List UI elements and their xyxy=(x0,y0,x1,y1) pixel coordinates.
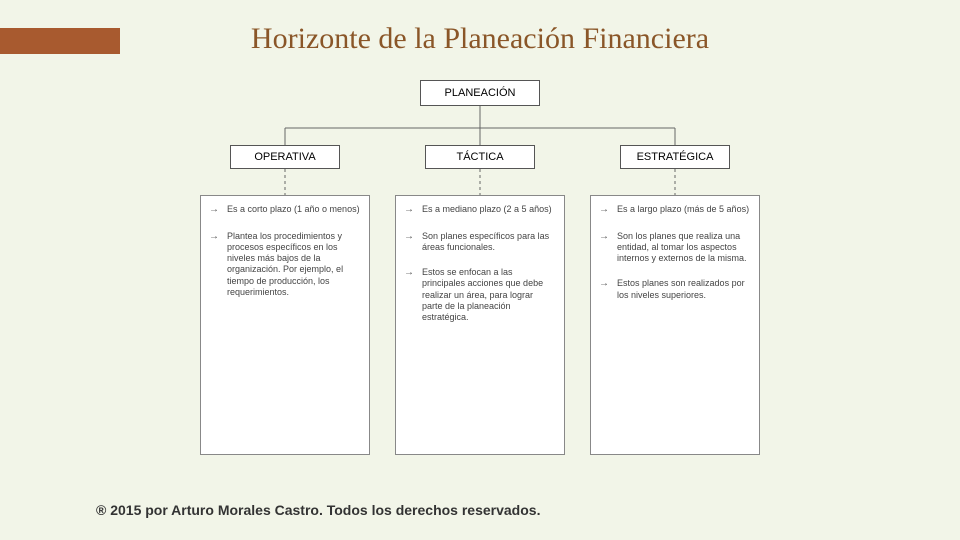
bullet-item: → Estos se enfocan a las principales acci… xyxy=(404,267,556,323)
arrow-bullet-icon: → xyxy=(209,231,223,244)
root-label: PLANEACIÓN xyxy=(445,87,516,100)
bullet-text: Son los planes que realiza una entidad, … xyxy=(617,231,751,265)
arrow-bullet-icon: → xyxy=(404,204,418,217)
bullet-item: → Son planes específicos para las áreas f… xyxy=(404,231,556,254)
description-box-tactica: → Es a mediano plazo (2 a 5 años) → Son pla… xyxy=(395,195,565,455)
category-label: ESTRATÉGICA xyxy=(637,151,714,164)
bullet-item: → Plantea los procedimientos y procesos e… xyxy=(209,231,361,299)
arrow-bullet-icon: → xyxy=(209,204,223,217)
copyright-footer: ® 2015 por Arturo Morales Castro. Todos … xyxy=(96,502,540,518)
root-node: PLANEACIÓN xyxy=(420,80,540,106)
category-node-tactica: TÁCTICA xyxy=(425,145,535,169)
bullet-text: Estos planes son realizados por los nive… xyxy=(617,278,751,301)
org-chart: PLANEACIÓN OPERATIVA TÁCTICA ESTRATÉGICA… xyxy=(190,80,770,480)
bullet-item: → Es a corto plazo (1 año o menos) xyxy=(209,204,361,217)
arrow-bullet-icon: → xyxy=(599,204,613,217)
category-node-estrategica: ESTRATÉGICA xyxy=(620,145,730,169)
arrow-bullet-icon: → xyxy=(404,267,418,280)
bullet-item: → Estos planes son realizados por los niv… xyxy=(599,278,751,301)
bullet-item: → Es a largo plazo (más de 5 años) xyxy=(599,204,751,217)
bullet-item: → Son los planes que realiza una entidad,… xyxy=(599,231,751,265)
bullet-text: Estos se enfocan a las principales accio… xyxy=(422,267,556,323)
description-box-estrategica: → Es a largo plazo (más de 5 años) → Son lo… xyxy=(590,195,760,455)
arrow-bullet-icon: → xyxy=(599,278,613,291)
bullet-text: Es a largo plazo (más de 5 años) xyxy=(617,204,751,215)
bullet-item: → Es a mediano plazo (2 a 5 años) xyxy=(404,204,556,217)
bullet-text: Plantea los procedimientos y procesos es… xyxy=(227,231,361,299)
category-node-operativa: OPERATIVA xyxy=(230,145,340,169)
bullet-text: Son planes específicos para las áreas fu… xyxy=(422,231,556,254)
description-box-operativa: → Es a corto plazo (1 año o menos) → Plante… xyxy=(200,195,370,455)
category-label: OPERATIVA xyxy=(254,151,315,164)
category-label: TÁCTICA xyxy=(456,151,503,164)
page-title: Horizonte de la Planeación Financiera xyxy=(0,22,960,56)
arrow-bullet-icon: → xyxy=(599,231,613,244)
bullet-text: Es a mediano plazo (2 a 5 años) xyxy=(422,204,556,215)
arrow-bullet-icon: → xyxy=(404,231,418,244)
bullet-text: Es a corto plazo (1 año o menos) xyxy=(227,204,361,215)
